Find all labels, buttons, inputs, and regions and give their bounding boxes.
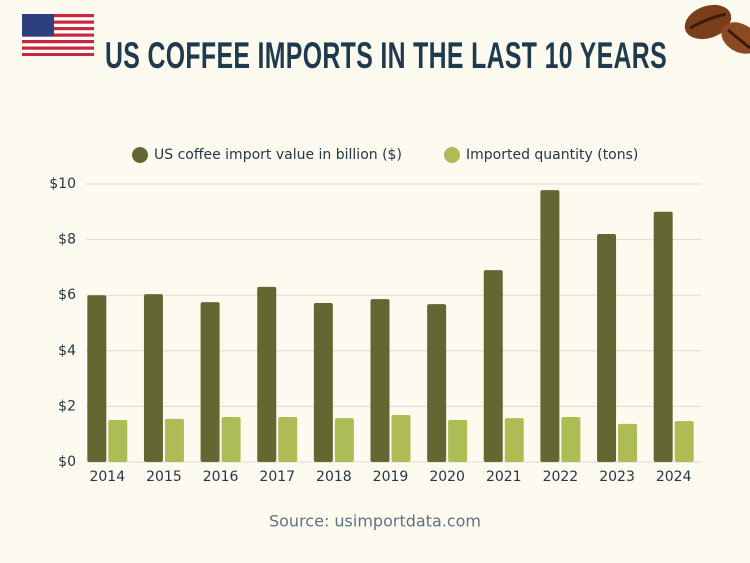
- bar: [618, 423, 638, 462]
- bar: [483, 270, 503, 462]
- bar: [200, 302, 220, 462]
- y-tick-label: $8: [58, 232, 76, 248]
- x-tick-label: 2023: [599, 469, 635, 485]
- bar: [597, 234, 617, 462]
- bar: [653, 211, 673, 462]
- bar: [370, 299, 390, 462]
- bar: [674, 421, 694, 462]
- bar: [164, 418, 184, 462]
- y-tick-label: $2: [58, 398, 76, 414]
- x-tick-label: 2018: [316, 469, 352, 485]
- source: Source: usimportdata.com: [269, 512, 481, 531]
- x-tick-label: 2024: [656, 469, 692, 485]
- bar: [504, 418, 524, 462]
- x-tick-label: 2017: [259, 469, 295, 485]
- x-tick-label: 2019: [373, 469, 409, 485]
- bar: [313, 302, 333, 462]
- bar: [540, 190, 560, 462]
- bar: [561, 416, 581, 462]
- x-tick-label: 2022: [543, 469, 579, 485]
- x-tick-label: 2016: [203, 469, 239, 485]
- bar: [278, 416, 298, 462]
- y-tick-label: $4: [58, 343, 76, 359]
- bar: [143, 294, 163, 462]
- bar: [87, 295, 107, 462]
- bar: [391, 415, 411, 462]
- flag: [22, 14, 94, 56]
- y-tick-label: $6: [58, 287, 76, 303]
- x-tick-label: 2020: [429, 469, 465, 485]
- legend-marker: [132, 147, 148, 163]
- y-tick-label: $10: [49, 176, 76, 192]
- bar: [108, 420, 128, 462]
- x-tick-label: 2014: [89, 469, 125, 485]
- bar: [221, 416, 241, 462]
- bar: [427, 304, 447, 462]
- x-tick-label: 2015: [146, 469, 182, 485]
- chart-title: US COFFEE IMPORTS IN THE LAST 10 YEARS: [105, 35, 667, 76]
- coffee-beans: [684, 4, 750, 54]
- x-tick-label: 2021: [486, 469, 522, 485]
- y-tick-label: $0: [58, 454, 76, 470]
- bar: [448, 420, 468, 462]
- legend-label: US coffee import value in billion ($): [154, 147, 402, 163]
- legend-label: Imported quantity (tons): [466, 147, 638, 163]
- bar: [257, 286, 277, 462]
- legend-marker: [444, 147, 460, 163]
- bar: [334, 418, 354, 462]
